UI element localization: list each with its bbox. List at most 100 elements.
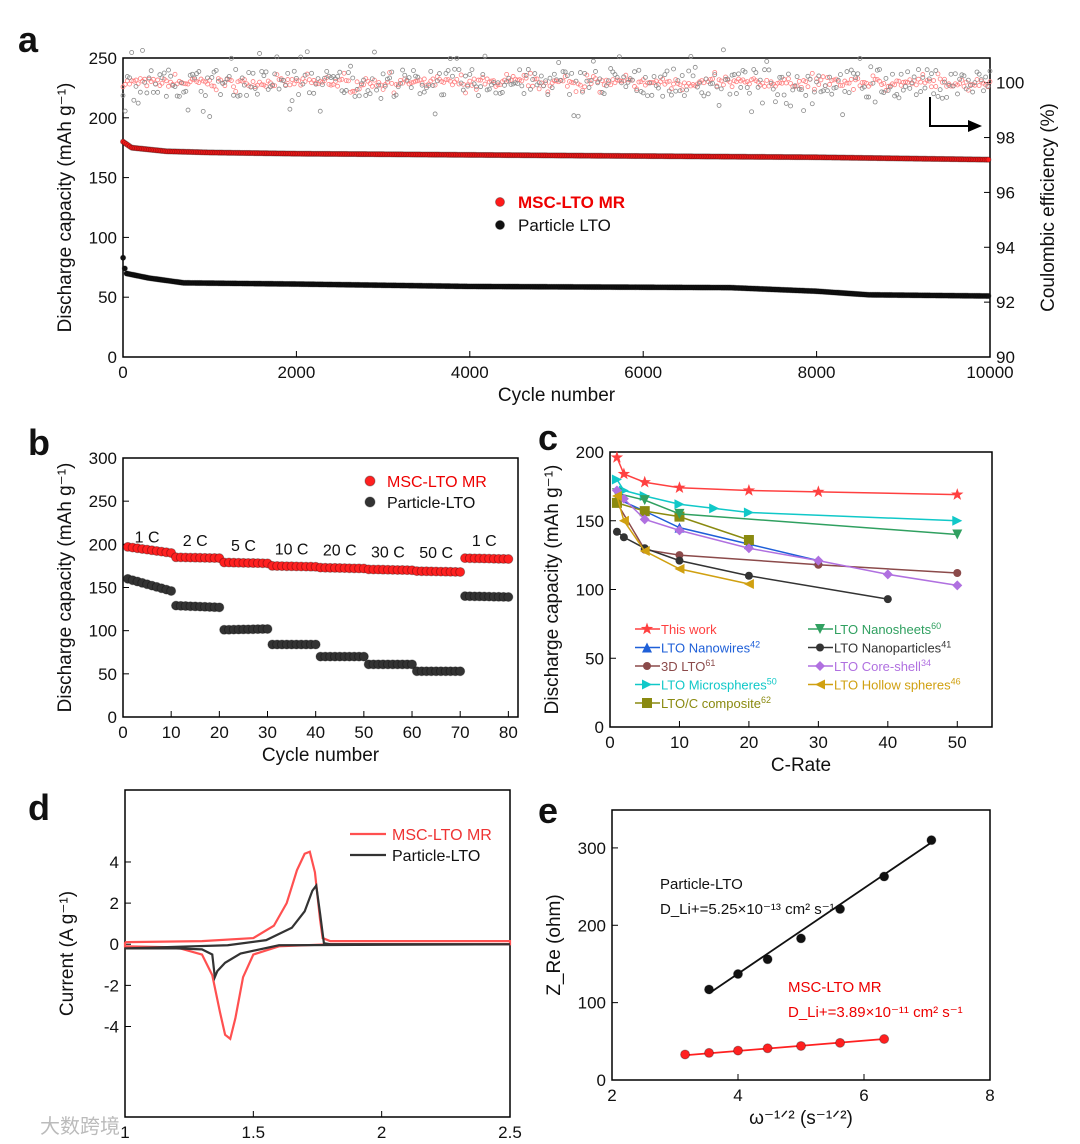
ce-point (135, 81, 141, 87)
ce-point (254, 82, 260, 88)
ce-point (738, 85, 744, 90)
data-point (310, 639, 321, 650)
ce-point (894, 78, 900, 84)
x-tick-label: 0 (118, 363, 127, 382)
legend-marker (495, 197, 505, 207)
data-point (639, 546, 650, 556)
ce-point (818, 77, 824, 83)
legend-label: 3D LTO61 (661, 658, 715, 674)
ce-point (432, 111, 438, 117)
y-tick-label: 100 (89, 228, 117, 247)
x-axis-label: C-Rate (771, 755, 831, 776)
ce-point (961, 73, 967, 79)
ce-point (586, 85, 592, 90)
y-tick-label: 150 (576, 512, 604, 531)
ce-point (248, 84, 254, 90)
ce-point (593, 69, 598, 74)
x-tick-label: 2.5 (498, 1123, 522, 1142)
ce-point (950, 83, 956, 89)
ce-point (835, 79, 841, 85)
ce-point (742, 69, 748, 75)
ce-point (619, 78, 624, 84)
ce-point (783, 80, 789, 86)
ce-point (573, 78, 579, 84)
rate-label: 30 C (371, 544, 405, 561)
ce-point (868, 64, 874, 70)
capacity-point (121, 265, 128, 272)
ce-point (207, 114, 213, 119)
data-point (926, 835, 937, 846)
ce-point (749, 109, 754, 115)
ce-point (684, 83, 689, 89)
ce-point (655, 85, 661, 91)
ce-point (315, 76, 321, 81)
data-point (611, 491, 622, 501)
ce-point (933, 84, 939, 89)
ce-point (205, 81, 210, 87)
ce-point (809, 101, 815, 107)
ce-point (551, 71, 557, 77)
ce-point (883, 75, 889, 81)
ce-point (952, 71, 958, 77)
rate-label: 20 C (323, 543, 357, 560)
ce-point (877, 67, 882, 72)
ce-point (870, 73, 876, 79)
ce-point (411, 68, 416, 73)
data-point (709, 503, 720, 514)
y-tick-label: 0 (108, 348, 117, 367)
ce-point (614, 77, 620, 83)
x-axis-label: Cycle number (498, 385, 616, 406)
ce-point (348, 89, 353, 95)
data-point (674, 508, 685, 519)
ce-point (341, 70, 347, 76)
ce-point (159, 80, 165, 86)
ce-point (337, 69, 343, 75)
ce-point (185, 107, 191, 113)
ce-point (799, 87, 804, 93)
ce-point (920, 72, 926, 77)
ce-point (955, 91, 960, 97)
ce-point (664, 79, 670, 85)
ce-point (302, 72, 308, 78)
ce-point (838, 83, 843, 88)
ce-point (259, 82, 265, 88)
ce-point (783, 101, 789, 106)
data-point (503, 554, 514, 565)
ce-point (762, 67, 767, 73)
ce-point (597, 89, 603, 95)
ce-point (528, 86, 533, 92)
ce-point (861, 84, 867, 90)
ce-point (632, 69, 637, 75)
ce-point (606, 78, 611, 84)
ce-point (939, 95, 945, 101)
ce-point (558, 77, 564, 83)
ce-point (150, 89, 156, 95)
ce-point (413, 78, 419, 84)
ce-point (144, 83, 150, 89)
y-axis-label: Discharge capacity (mAh g⁻¹) (55, 463, 76, 713)
ce-point (907, 85, 913, 91)
diffusion-coefficient: D_Li+=5.25×10⁻¹³ cm² s⁻¹ (660, 901, 835, 918)
data-point (455, 566, 466, 577)
ce-point (346, 78, 351, 84)
y-axis-label: Z_Re (ohm) (544, 894, 565, 995)
y-tick-label: 300 (89, 449, 117, 468)
ce-point (166, 83, 171, 89)
ce-point (209, 75, 215, 80)
ce-point (879, 89, 885, 95)
ce-point (213, 87, 219, 93)
data-point (733, 1045, 743, 1056)
ce-point (504, 71, 510, 77)
data-point (813, 555, 824, 566)
legend-label: LTO Nanowires42 (661, 640, 760, 656)
ce-point (543, 78, 549, 84)
ce-point (812, 86, 817, 92)
data-point (952, 580, 963, 591)
x-tick-label: 2000 (277, 363, 315, 382)
ce-point (859, 80, 865, 85)
ce-point (541, 83, 546, 89)
ce-point (820, 74, 826, 80)
y-tick-label: 2 (110, 894, 119, 913)
ce-point (534, 76, 540, 82)
